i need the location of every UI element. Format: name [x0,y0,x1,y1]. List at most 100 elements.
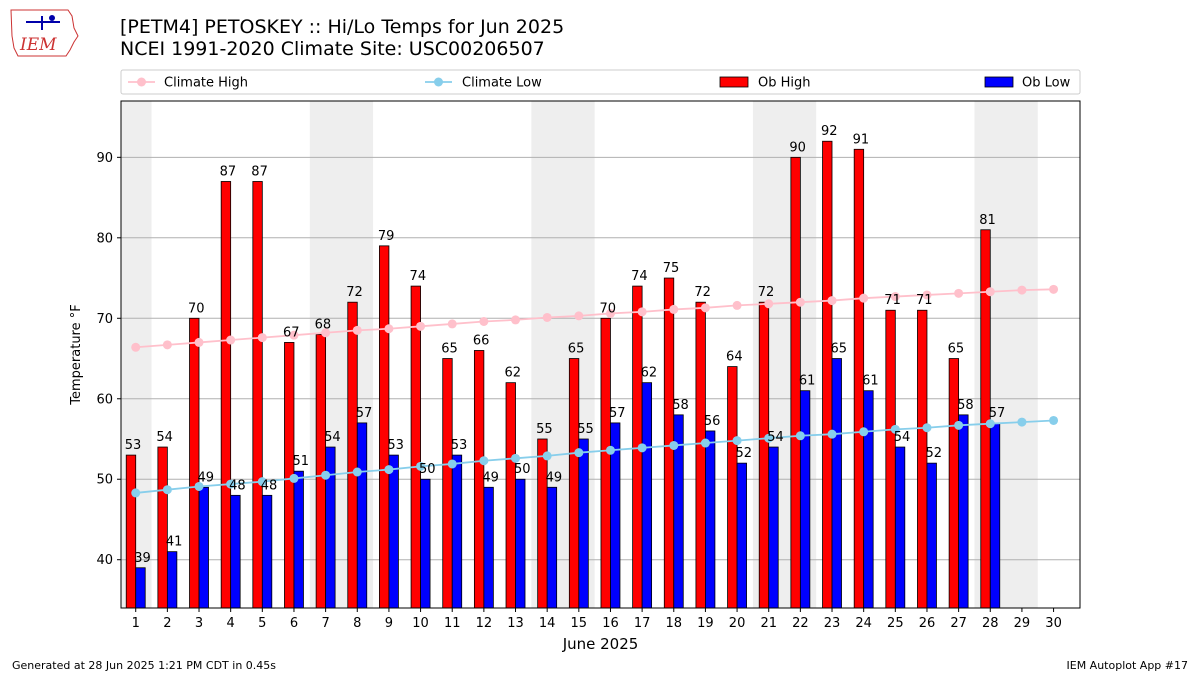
title-line-1: [PETM4] PETOSKEY :: Hi/Lo Temps for Jun … [120,16,565,38]
climate-high-point [226,335,236,345]
climate-high-point [859,293,869,303]
ob-low-label: 53 [387,438,404,453]
ob-low-bar [578,438,589,609]
climate-high-point [416,321,426,331]
ob-low-label: 48 [261,478,278,493]
legend-climate-low-label: Climate Low [462,76,542,91]
ob-low-bar [356,422,368,609]
climate-low-point [289,473,299,483]
ob-low-label: 58 [672,398,689,413]
ob-high-bar [379,245,390,609]
climate-high-point [511,315,521,325]
ob-low-label: 65 [830,342,847,357]
climate-high-point [637,307,647,317]
ob-high-label: 87 [251,164,268,179]
climate-low-point [922,423,932,433]
ob-low-label: 48 [229,478,246,493]
ob-high-bar [948,358,960,609]
climate-low-point [859,427,869,437]
y-axis-label: Temperature °F [69,304,84,405]
ob-low-label: 54 [324,430,341,445]
climate-high-line [135,288,1054,349]
ob-high-label: 62 [504,366,521,381]
ob-high-bar [758,301,770,609]
ob-high-label: 92 [821,124,838,139]
climate-low-point [447,459,457,469]
x-tick-label: 26 [919,616,936,631]
x-tick-label: 28 [982,616,999,631]
climate-low-point [985,419,995,429]
ob-high-label: 74 [410,269,427,284]
x-tick-label: 8 [353,616,361,631]
ob-low-bar [641,382,653,609]
ob-low-label: 51 [292,454,309,469]
y-tick-label: 70 [96,312,113,327]
climate-low-point [1017,417,1027,427]
climate-low-point [605,445,615,455]
x-tick-label: 27 [950,616,967,631]
x-tick-label: 1 [132,616,140,631]
climate-low-point [637,443,647,453]
climate-low-point [700,438,710,448]
generated-note: Generated at 28 Jun 2025 1:21 PM CDT in … [12,659,277,672]
ob-high-bar [442,358,453,609]
ob-high-label: 72 [694,285,711,300]
climate-low-point [732,436,742,446]
climate-low-line [135,419,1054,494]
x-tick-label: 5 [258,616,266,631]
ob-low-bar [451,454,463,609]
y-tick-label: 90 [96,151,113,166]
ob-high-bar [410,285,421,609]
climate-high-point [352,325,362,335]
climate-high-point [574,311,584,321]
ob-low-label: 50 [514,462,531,477]
climate-high-point [1049,284,1059,294]
ob-low-bar [483,486,494,609]
climate-high-point [384,324,394,334]
ob-low-bar [261,494,273,609]
ob-low-label: 62 [641,366,658,381]
climate-high-point [194,337,204,347]
ob-high-label: 68 [315,317,332,332]
ob-high-label: 70 [599,301,616,316]
legend-climate-high-label: Climate High [164,76,248,91]
ob-low-label: 57 [609,406,626,421]
plot-frame [120,100,1081,609]
climate-low-point [352,467,362,477]
legend-ob-high-label: Ob High [758,76,811,91]
climate-low-point [321,470,331,480]
iem-logo: IEM [10,9,79,57]
ob-low-label: 49 [482,470,499,485]
ob-high-label: 53 [125,438,142,453]
x-tick-label: 23 [824,616,841,631]
x-tick-label: 7 [321,616,329,631]
ob-low-bar [420,478,431,609]
climate-low-point [131,488,141,498]
ob-high-bar [220,181,232,609]
climate-high-point [321,328,331,338]
ob-low-bar [863,390,874,609]
ob-high-bar [822,140,833,609]
ob-low-bar [989,422,1001,609]
climate-high-point [669,304,679,314]
ob-high-label: 81 [979,213,996,228]
ob-high-label: 74 [631,269,648,284]
ob-low-bar [894,446,906,609]
climate-low-point [1049,415,1059,425]
ob-high-label: 72 [346,285,363,300]
ob-high-bar [125,454,137,609]
climate-high-point [985,287,995,297]
title-line-2: NCEI 1991-2020 Climate Site: USC00206507 [120,38,545,60]
climate-high-point [732,300,742,310]
x-tick-label: 2 [163,616,171,631]
climate-high-point [954,288,964,298]
ob-low-label: 52 [736,446,753,461]
ob-low-bar [736,462,747,609]
x-tick-label: 11 [444,616,461,631]
climate-low-point [511,453,521,463]
chart-title: [PETM4] PETOSKEY :: Hi/Lo Temps for Jun … [120,16,564,60]
x-tick-label: 29 [1014,616,1031,631]
x-tick-label: 19 [697,616,714,631]
ob-low-bar [293,470,304,609]
ob-low-bar [705,430,716,609]
